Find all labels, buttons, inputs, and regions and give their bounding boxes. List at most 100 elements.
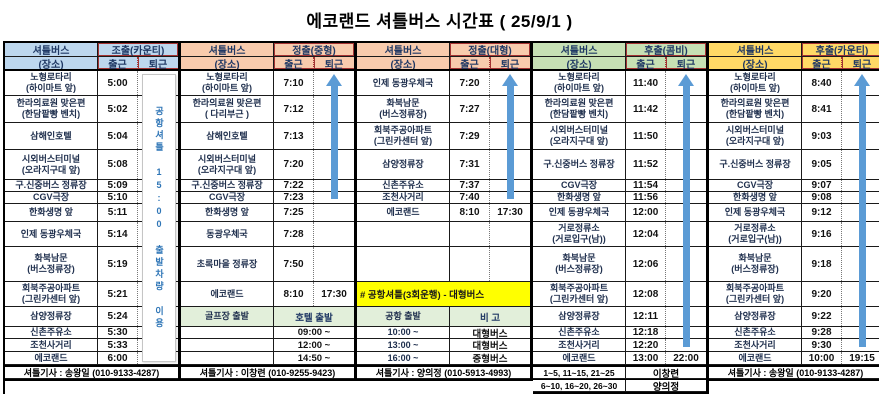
return-time (490, 180, 530, 191)
table-row: 화북남문 (버스정류장) 7:27 (357, 96, 530, 123)
table-row: 16:00 ~ 중형버스 (357, 352, 530, 365)
table-row: 노형로타리 (하이마트 앞) 8:40 (709, 71, 879, 96)
driver-name: 이창련 (652, 368, 680, 379)
depart-time: 13:00 (626, 352, 666, 364)
stop-name: 에코랜드 (533, 352, 626, 364)
table-row: 구.신중버스 정류장 7:22 (181, 180, 354, 192)
return-time (490, 71, 530, 95)
driver-info: 셔틀기사 : 송왕일 (010-9133-4287) (727, 368, 864, 378)
depart-time: 8:10 (450, 204, 490, 221)
table-row: 인제 동광우체국 5:14 (5, 222, 178, 247)
table-row (357, 222, 530, 247)
table-row: # 공항셔틀(3회운행) - 대형버스 (357, 282, 530, 307)
return-time: 17:30 (497, 207, 523, 218)
header-place-label: (장소) (5, 57, 98, 69)
driver-footer-row: 셔틀기사 : 양의정 (010-5913-4993) (357, 365, 530, 379)
stop-name: 거로정류소 (거로입구(남)) (709, 222, 802, 246)
stop-name: 인제 동광우체국 (357, 71, 450, 95)
return-time (666, 123, 706, 149)
stop-name: 거로정류소 (거로입구(남)) (533, 222, 626, 246)
table-row: 공항 출발 비 고 (357, 307, 530, 327)
return-time (666, 71, 706, 95)
driver-footer-row: 셔틀기사 : 이창련 (010-9255-9423) (181, 365, 354, 379)
stop-name: 한라의료원 맞은편 (한담팥빵 벤치) (5, 96, 98, 122)
subheader-right: 호텔 출발 (274, 307, 354, 326)
depart-time: 12:20 (626, 339, 666, 351)
return-time (842, 282, 879, 306)
table-row: 12:00 ~ (181, 339, 354, 352)
table-row: 회북주공아파트 (그린카센터 앞) 9:20 (709, 282, 879, 307)
section-header-row1: 셔틀버스 후출(카운티) (709, 43, 879, 57)
depart-time: 10:00 (802, 352, 842, 364)
section-header-row2: (장소) 출근 퇴근 (709, 57, 879, 71)
return-time (490, 96, 530, 122)
table-row: CGV극장 9:07 (709, 180, 879, 192)
header-bus-label: 셔틀버스 (709, 43, 802, 56)
table-row: 14:50 ~ (181, 352, 354, 365)
section-header-row2: (장소) 출근 퇴근 (357, 57, 530, 71)
stop-name: 삼양정류장 (5, 307, 98, 326)
depart-time: 5:09 (98, 180, 138, 191)
depart-time: 9:28 (802, 327, 842, 338)
stop-name: 한라의료원 맞은편 (한담팥빵 벤치) (709, 96, 802, 122)
return-time (842, 247, 879, 281)
table-row: 시외버스터미널 (오라지구대 앞) 11:50 (533, 123, 706, 150)
stop-name: 삼해인호텔 (181, 123, 274, 149)
return-time (314, 204, 354, 221)
extra-time-left (181, 339, 274, 351)
stop-name: 삼양정류장 (357, 150, 450, 179)
table-row: 조천사거리 9:30 (709, 339, 879, 352)
stop-name: 한화생명 앞 (533, 192, 626, 203)
header-return-label: 퇴근 (490, 57, 530, 70)
depart-time: 11:40 (626, 71, 666, 95)
table-row: 화북남문 (버스정류장) 9:18 (709, 247, 879, 282)
return-time (842, 96, 879, 122)
depart-time: 12:18 (626, 327, 666, 338)
depart-time: 9:30 (802, 339, 842, 351)
depart-time: 7:22 (274, 180, 314, 191)
depart-time: 8:41 (802, 96, 842, 122)
stop-name: 시외버스터미널 (오라지구대 앞) (181, 150, 274, 179)
stop-name: 인제 동광우체국 (533, 204, 626, 221)
return-time (842, 222, 879, 246)
depart-time: 12:08 (626, 282, 666, 306)
return-time (666, 339, 706, 351)
day-range: 6~10, 16~20, 26~30 (533, 380, 626, 391)
extra-time-right: 대형버스 (472, 341, 508, 351)
return-time (314, 192, 354, 203)
driver-info: 셔틀기사 : 이창련 (010-9255-9423) (199, 368, 336, 378)
depart-time: 5:04 (98, 123, 138, 149)
stop-name: 화북남문 (버스정류장) (5, 247, 98, 281)
return-time (666, 180, 706, 191)
table-row: 초록마을 정류장 7:50 (181, 247, 354, 282)
header-return-label: 퇴근 (842, 57, 879, 70)
table-row: 에코랜드 8:10 17:30 (357, 204, 530, 222)
stop-name: 시외버스터미널 (오라지구대 앞) (5, 150, 98, 179)
header-bus-label: 셔틀버스 (181, 43, 274, 56)
subheader-left: 골프장 출발 (181, 307, 274, 326)
table-row: 한라의료원 맞은편( 다리부근 ) 7:12 (181, 96, 354, 123)
day-range: 1~5, 11~15, 21~25 (533, 367, 626, 378)
return-time (842, 71, 879, 95)
depart-time: 11:52 (626, 150, 666, 179)
depart-time: 11:54 (626, 180, 666, 191)
stop-name: 조천사거리 (357, 192, 450, 203)
stop-name: 회북주공아파트 (그린카센터 앞) (357, 123, 450, 149)
return-time (490, 192, 530, 203)
depart-time: 9:18 (802, 247, 842, 281)
return-time (842, 192, 879, 203)
stop-name: 회북주공아파트 (그린카센터 앞) (709, 282, 802, 306)
header-group-label: 조출(카운티) (98, 43, 178, 56)
table-row: 09:00 ~ (181, 327, 354, 339)
stop-name: 한라의료원 맞은편 (한담팥빵 벤치) (533, 96, 626, 122)
driver-name: 양의정 (652, 381, 680, 392)
stop-name: 노형로타리 (하이마트 앞) (533, 71, 626, 95)
depart-time: 7:31 (450, 150, 490, 179)
header-bus-label: 셔틀버스 (5, 43, 98, 56)
stop-name: 신촌주유소 (357, 180, 450, 191)
driver-footer-row: 셔틀기사 : 송왕일 (010-9133-4287) (709, 365, 879, 379)
stop-name: 삼양정류장 (533, 307, 626, 326)
driver-footer-row: 6~10, 16~20, 26~30 양의정 (533, 379, 706, 392)
section-body: 노형로타리 (하이마트 앞) 8:40 한라의료원 맞은편 (한담팥빵 벤치) 8:41 시… (709, 71, 879, 365)
stop-name: 한화생명 앞 (181, 204, 274, 221)
